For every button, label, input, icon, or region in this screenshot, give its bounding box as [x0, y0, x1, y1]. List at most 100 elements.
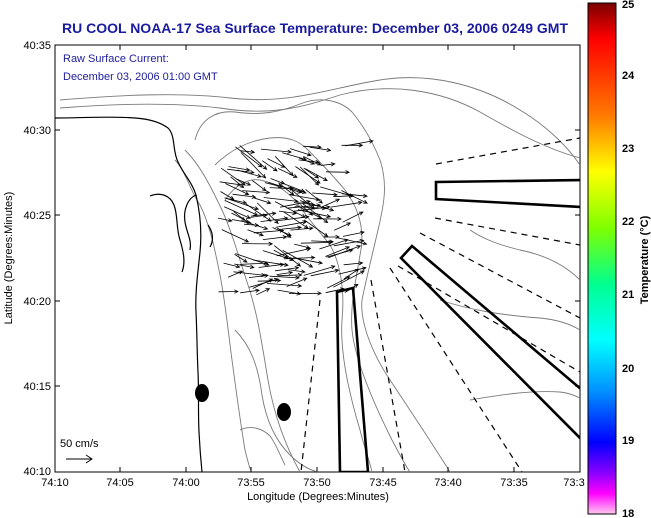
current-vector-arrow	[240, 288, 261, 294]
land-blob	[277, 403, 291, 421]
y-tick-label: 40:25	[23, 210, 51, 222]
current-vector-arrow	[309, 146, 332, 152]
current-vector-field	[217, 139, 374, 296]
current-vector-arrow	[342, 211, 364, 223]
current-vector-arrow	[286, 277, 308, 287]
current-vector-arrow	[256, 288, 271, 296]
current-vector-arrow	[287, 269, 306, 274]
y-tick-label: 40:30	[23, 125, 51, 137]
radial-line	[397, 265, 580, 373]
current-note-line2: December 03, 2006 01:00 GMT	[63, 71, 218, 83]
current-vector-arrow	[263, 197, 299, 204]
current-vector-arrow	[242, 190, 271, 195]
x-axis: 74:10 74:05 74:00 73:55 73:50 73:45 73:4…	[41, 45, 585, 489]
current-vector-arrow	[319, 238, 349, 250]
current-vector-arrow	[227, 168, 255, 175]
current-vector-arrow	[234, 263, 255, 269]
scale-arrow	[66, 454, 93, 464]
x-tick-label: 73:55	[237, 477, 265, 489]
y-axis: 40:35 40:30 40:25 40:20 40:15 40:10	[23, 40, 580, 478]
radar-coverage-box	[335, 286, 370, 472]
current-vector-arrow	[268, 182, 303, 194]
current-vector-arrow	[300, 204, 314, 216]
colorbar-tick-label: 19	[622, 435, 634, 447]
current-note-line1: Raw Surface Current:	[63, 53, 169, 65]
current-vector-arrow	[326, 248, 354, 258]
current-vector-arrow	[274, 201, 307, 218]
current-vector-arrow	[258, 262, 285, 268]
current-vector-arrow	[298, 159, 321, 165]
current-vector-arrow	[310, 268, 340, 277]
current-vector-arrow	[225, 183, 250, 196]
x-tick-label: 73:40	[434, 477, 462, 489]
x-tick-label: 74:00	[172, 477, 200, 489]
y-tick-label: 40:20	[23, 296, 51, 308]
current-vector-arrow	[303, 167, 320, 179]
bathymetry-contour	[194, 99, 451, 472]
current-vector-arrow	[250, 211, 277, 217]
current-vector-arrow	[303, 219, 329, 238]
bathymetry-contour	[239, 427, 286, 466]
current-vector-arrow	[269, 275, 300, 280]
current-vector-arrow	[247, 229, 264, 237]
bathymetry-contour	[59, 77, 580, 166]
current-vector-arrow	[325, 246, 351, 257]
map-layer	[55, 77, 580, 472]
bathymetry-contour	[234, 329, 319, 472]
current-vector-arrow	[337, 237, 368, 246]
bathymetry-contour	[469, 229, 580, 281]
current-vector-arrow	[233, 271, 266, 278]
current-vector-arrow	[261, 160, 278, 172]
bathymetry-contour	[184, 149, 301, 472]
current-vector-arrow	[224, 197, 260, 211]
current-vector-arrow	[240, 152, 267, 179]
current-vector-arrow	[273, 245, 302, 267]
land-blob	[195, 384, 209, 402]
current-vector-arrow	[234, 253, 248, 263]
current-vector-arrow	[232, 193, 257, 199]
current-vector-arrow	[262, 235, 288, 240]
colorbar-tick-label: 23	[622, 143, 634, 155]
current-vector-arrow	[278, 168, 298, 178]
x-tick-label: 74:10	[41, 477, 69, 489]
x-tick-label: 73:35	[500, 477, 528, 489]
colorbar	[587, 2, 617, 515]
current-vector-arrow	[275, 220, 308, 228]
current-vector-arrow	[277, 227, 292, 238]
x-tick-label: 73:3	[563, 477, 584, 489]
y-axis-label: Latitude (Degrees:Minutes)	[3, 192, 15, 325]
current-vector-arrow	[342, 230, 365, 237]
colorbar-tick-label: 21	[622, 289, 634, 301]
current-vector-arrow	[228, 166, 251, 172]
radial-line	[434, 217, 580, 246]
x-tick-label: 73:50	[303, 477, 331, 489]
current-vector-arrow	[299, 166, 320, 186]
current-vector-arrow	[224, 206, 251, 219]
current-vector-arrow	[294, 243, 311, 250]
current-vector-arrow	[231, 219, 252, 225]
current-vector-arrow	[223, 262, 241, 269]
radial-line	[389, 267, 523, 472]
current-vector-arrow	[320, 186, 354, 198]
current-vector-arrow	[330, 200, 363, 208]
current-vector-arrow	[239, 145, 268, 170]
x-tick-label: 73:45	[369, 477, 397, 489]
current-vector-arrow	[299, 200, 335, 212]
current-vector-arrow	[325, 170, 351, 175]
current-vector-arrow	[250, 213, 268, 218]
bathymetry-contour	[439, 299, 580, 331]
bathymetry-contour	[224, 179, 373, 472]
current-vector-arrow	[292, 257, 324, 265]
current-vector-arrow	[303, 265, 336, 276]
current-vector-arrow	[240, 261, 269, 266]
current-vector-arrow	[312, 192, 339, 197]
colorbar-tick-label: 22	[622, 216, 634, 228]
radial-line	[435, 137, 580, 165]
current-vector-arrow	[231, 212, 246, 221]
current-vector-arrow	[249, 277, 279, 288]
current-vector-arrow	[267, 158, 286, 168]
current-vector-arrow	[262, 250, 295, 262]
current-vector-arrow	[252, 180, 267, 192]
colorbar-ticks: 25 24 23 22 21 20 19 18	[622, 0, 635, 518]
current-vector-arrow	[290, 226, 314, 231]
